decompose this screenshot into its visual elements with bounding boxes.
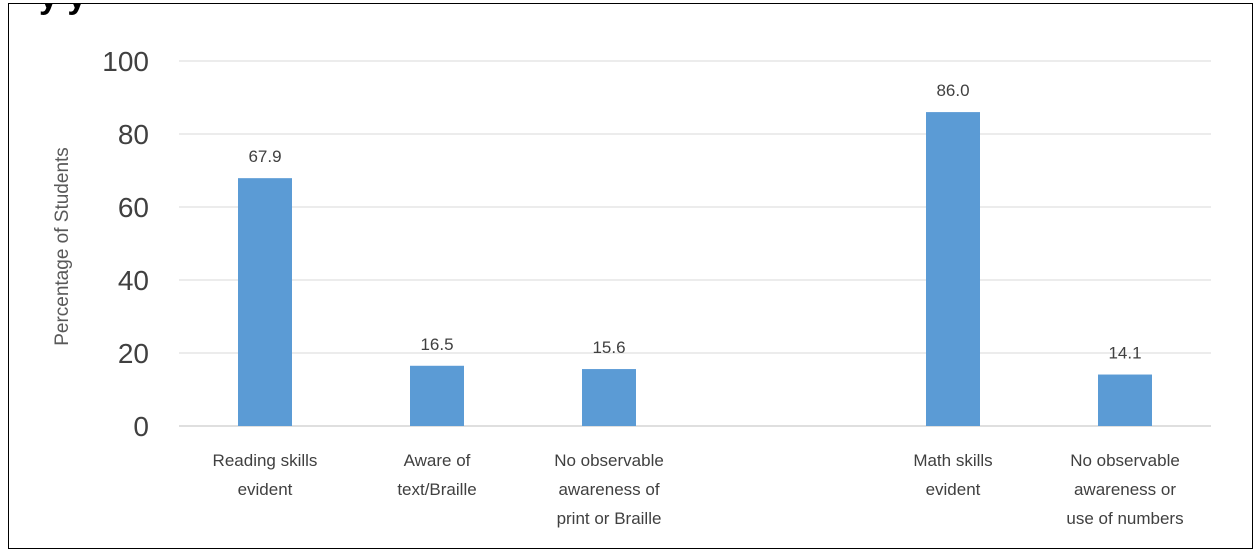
chart-frame: y y 0 20 40 60 80 100 Percentage of Students 67…: [8, 3, 1253, 549]
category-label: Math skills: [913, 451, 992, 470]
category-label: print or Braille: [557, 509, 662, 528]
category-label: Aware of: [404, 451, 471, 470]
cut-off-title: y y: [39, 3, 86, 17]
category-label: evident: [926, 480, 981, 499]
data-label: 14.1: [1108, 344, 1141, 363]
category-label: awareness or: [1074, 480, 1176, 499]
bar: [926, 112, 980, 426]
category-label: evident: [238, 480, 293, 499]
y-axis-label: Percentage of Students: [52, 147, 73, 346]
bar-chart: 0 20 40 60 80 100 Percentage of Students 67.9 Re…: [9, 4, 1253, 549]
y-tick-label: 100: [102, 46, 149, 77]
y-tick-label: 20: [118, 338, 149, 369]
data-label: 86.0: [936, 81, 969, 100]
bar: [582, 369, 636, 426]
category-label: use of numbers: [1066, 509, 1183, 528]
y-tick-label: 60: [118, 192, 149, 223]
bar: [238, 178, 292, 426]
y-tick-label: 80: [118, 119, 149, 150]
category-label: No observable: [554, 451, 664, 470]
category-label: No observable: [1070, 451, 1180, 470]
bar: [1098, 375, 1152, 426]
category-label: awareness of: [558, 480, 659, 499]
data-label: 67.9: [248, 147, 281, 166]
category-label: text/Braille: [397, 480, 476, 499]
y-tick-label: 0: [133, 411, 149, 442]
data-label: 15.6: [592, 338, 625, 357]
bar: [410, 366, 464, 426]
category-label: Reading skills: [213, 451, 318, 470]
y-tick-label: 40: [118, 265, 149, 296]
data-label: 16.5: [420, 335, 453, 354]
